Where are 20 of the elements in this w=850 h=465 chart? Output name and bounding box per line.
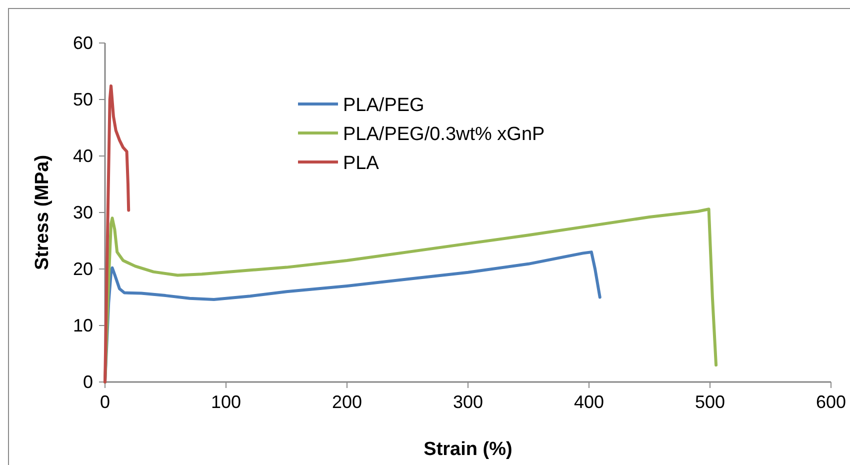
x-tick-label: 100 [210, 392, 242, 412]
x-tick-label: 200 [332, 392, 362, 412]
x-tick-label: 0 [100, 392, 110, 412]
y-tick-label: 0 [82, 372, 93, 392]
y-tick-label: 20 [72, 259, 93, 279]
y-tick-label: 50 [72, 90, 93, 110]
y-tick-label: 10 [72, 316, 93, 336]
legend-label: PLA/PEG/0.3wt% xGnP [343, 124, 545, 145]
line-series [104, 84, 130, 384]
y-tick-label: 30 [72, 202, 93, 222]
y-tick-label: 60 [72, 33, 93, 53]
x-tick-label: 600 [816, 392, 846, 412]
y-axis-title: Stress (MPa) [32, 154, 53, 270]
legend-label: PLA/PEG [343, 95, 424, 116]
x-axis-title: Strain (%) [424, 439, 512, 460]
x-tick-label: 300 [452, 392, 484, 412]
x-tick-label: 400 [574, 392, 604, 412]
x-tick-label: 500 [694, 392, 726, 412]
legend-label: PLA [343, 153, 380, 174]
y-tick-label: 40 [72, 146, 93, 166]
